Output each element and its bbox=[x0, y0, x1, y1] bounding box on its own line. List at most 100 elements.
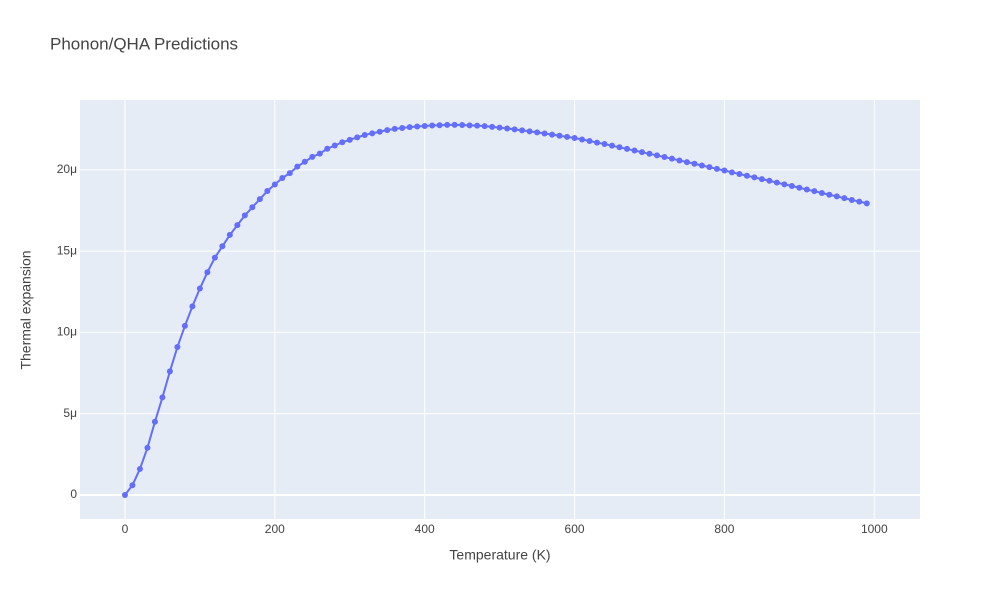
data-point bbox=[489, 123, 496, 130]
data-point bbox=[219, 243, 226, 250]
y-tick-label: 15μ bbox=[57, 243, 77, 257]
data-point bbox=[766, 177, 773, 184]
data-point bbox=[549, 131, 556, 138]
data-point bbox=[751, 174, 758, 181]
data-point bbox=[601, 141, 608, 148]
data-point bbox=[624, 145, 631, 152]
data-point bbox=[788, 182, 795, 189]
data-point bbox=[204, 269, 211, 276]
data-point bbox=[286, 170, 293, 177]
data-point bbox=[616, 144, 623, 151]
data-point bbox=[683, 159, 690, 166]
data-point bbox=[848, 196, 855, 203]
data-point bbox=[189, 303, 196, 310]
y-tick-label: 10μ bbox=[57, 325, 77, 339]
plot-area bbox=[80, 100, 920, 519]
data-point bbox=[496, 124, 503, 131]
data-point bbox=[264, 188, 271, 195]
data-point bbox=[698, 162, 705, 169]
data-point bbox=[721, 167, 728, 174]
data-point bbox=[691, 160, 698, 167]
data-point bbox=[743, 172, 750, 179]
data-point bbox=[564, 133, 571, 140]
data-point bbox=[166, 368, 173, 375]
data-point bbox=[796, 184, 803, 191]
data-point bbox=[309, 153, 316, 160]
y-tick-label: 0 bbox=[70, 487, 77, 501]
data-point bbox=[609, 142, 616, 149]
data-point bbox=[631, 147, 638, 154]
data-point bbox=[466, 122, 473, 129]
data-point bbox=[863, 200, 870, 207]
data-point bbox=[459, 122, 466, 129]
data-point bbox=[451, 121, 458, 128]
data-point bbox=[474, 122, 481, 129]
data-point bbox=[421, 123, 428, 130]
data-point bbox=[638, 149, 645, 156]
data-point bbox=[519, 127, 526, 134]
y-tick-label: 20μ bbox=[57, 162, 77, 176]
data-point bbox=[271, 181, 278, 188]
data-point bbox=[668, 155, 675, 162]
data-point bbox=[354, 134, 361, 141]
y-tick-label: 5μ bbox=[63, 406, 77, 420]
data-point bbox=[361, 131, 368, 138]
data-point bbox=[534, 129, 541, 136]
data-point bbox=[526, 128, 533, 135]
data-point bbox=[728, 169, 735, 176]
data-point bbox=[279, 175, 286, 182]
data-point bbox=[556, 132, 563, 139]
data-point bbox=[504, 125, 511, 132]
data-point bbox=[151, 418, 158, 425]
chart-title: Phonon/QHA Predictions bbox=[50, 34, 238, 53]
data-point bbox=[339, 139, 346, 146]
data-point bbox=[579, 136, 586, 143]
data-point bbox=[481, 123, 488, 130]
data-point bbox=[653, 152, 660, 159]
data-point bbox=[541, 130, 548, 137]
data-point bbox=[256, 196, 263, 203]
data-point bbox=[136, 465, 143, 472]
data-point bbox=[129, 482, 136, 489]
data-point bbox=[406, 124, 413, 131]
x-tick-label: 1000 bbox=[861, 522, 888, 536]
data-point bbox=[399, 124, 406, 131]
data-point bbox=[646, 150, 653, 157]
x-tick-label: 200 bbox=[265, 522, 285, 536]
data-point bbox=[414, 123, 421, 130]
data-point bbox=[571, 135, 578, 142]
data-point bbox=[301, 158, 308, 165]
data-point bbox=[369, 130, 376, 137]
series-line bbox=[124, 123, 868, 496]
data-point bbox=[511, 126, 518, 133]
data-point bbox=[586, 137, 593, 144]
data-point bbox=[676, 157, 683, 164]
data-point bbox=[818, 189, 825, 196]
data-point bbox=[811, 188, 818, 195]
data-point bbox=[594, 139, 601, 146]
data-point bbox=[436, 122, 443, 129]
data-point bbox=[346, 136, 353, 143]
data-point bbox=[781, 181, 788, 188]
data-point bbox=[803, 186, 810, 193]
data-point bbox=[841, 195, 848, 202]
x-tick-label: 0 bbox=[122, 522, 129, 536]
data-point bbox=[181, 322, 188, 329]
data-point bbox=[713, 165, 720, 172]
x-axis-title: Temperature (K) bbox=[449, 547, 550, 563]
data-point bbox=[324, 145, 331, 152]
data-point bbox=[856, 198, 863, 205]
data-point bbox=[384, 127, 391, 134]
data-point bbox=[316, 150, 323, 157]
data-point bbox=[159, 394, 166, 401]
data-point bbox=[429, 122, 436, 129]
data-point bbox=[376, 128, 383, 135]
data-point bbox=[249, 204, 256, 211]
data-point bbox=[234, 222, 241, 229]
data-point bbox=[758, 176, 765, 183]
data-point bbox=[661, 154, 668, 161]
data-point bbox=[391, 125, 398, 132]
data-point bbox=[331, 142, 338, 149]
